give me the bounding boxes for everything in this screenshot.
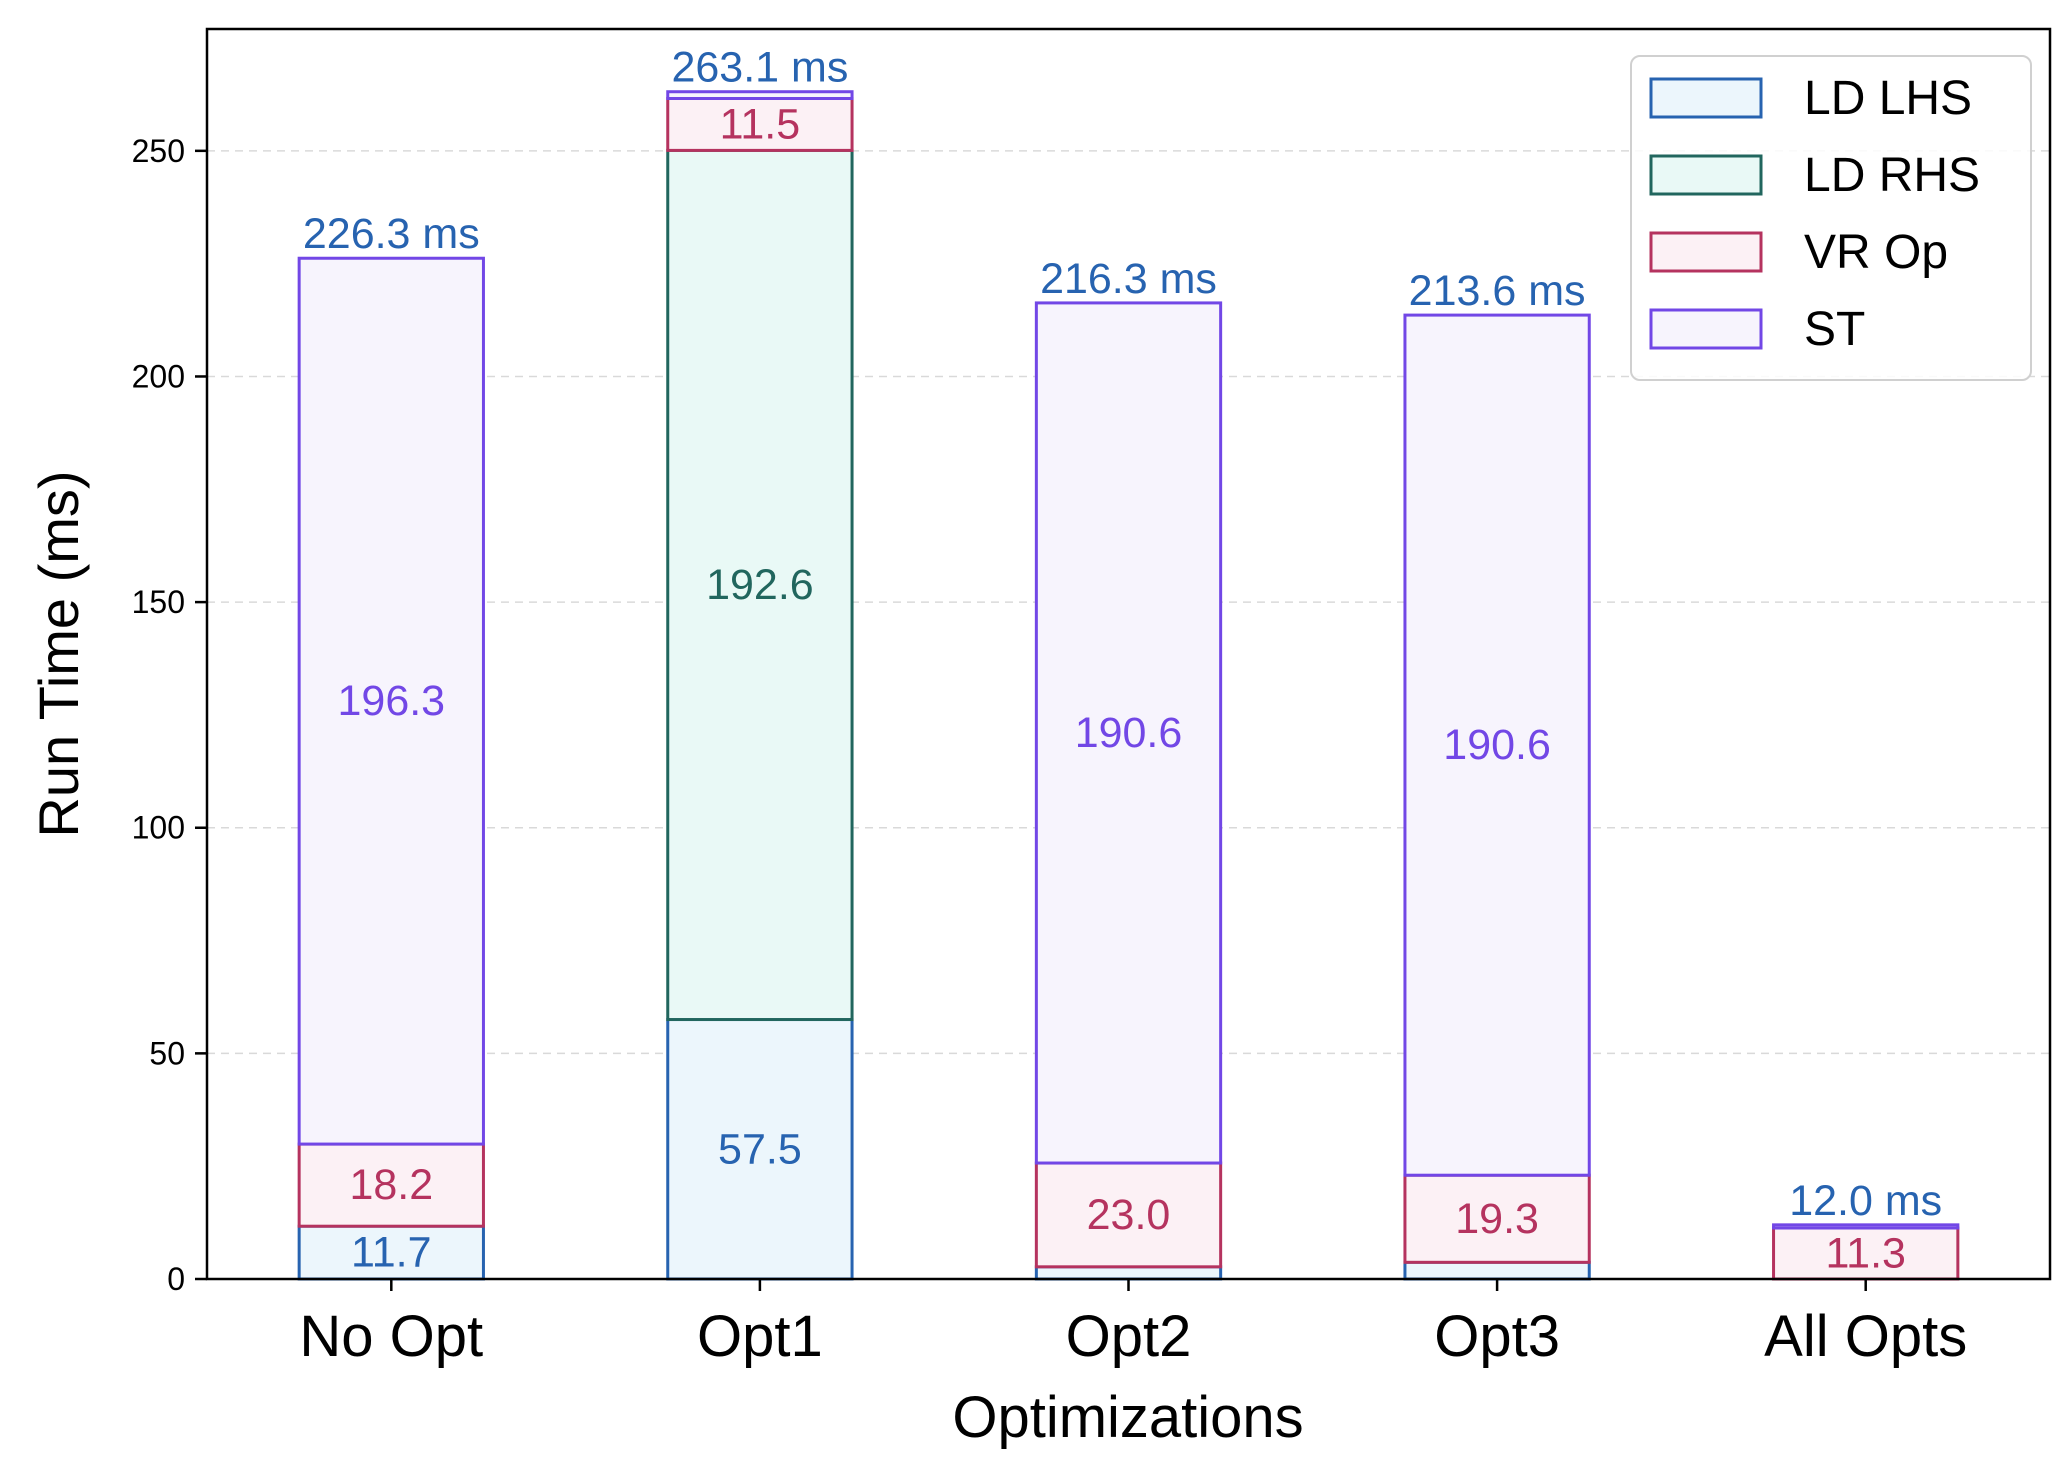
bars	[297, 90, 1960, 1281]
bar-ld-lhs-no-opt	[297, 1224, 485, 1281]
bar-st-no-opt	[297, 256, 485, 1146]
total-label-opt2: 216.3 ms	[1040, 255, 1217, 303]
segment-label-ld-lhs-opt1: 57.5	[718, 1125, 802, 1173]
segment-label-st-no-opt: 196.3	[337, 677, 445, 725]
bar-st-opt3	[1403, 313, 1591, 1177]
total-label-opt1: 263.1 ms	[671, 44, 848, 92]
legend-label-ld-rhs: LD RHS	[1804, 149, 1980, 202]
bar-ld-rhs-opt1	[666, 148, 854, 1022]
legend-swatch-ld-lhs	[1649, 77, 1763, 119]
bar-st-opt1	[666, 90, 854, 100]
legend-swatch-vr-op	[1649, 231, 1763, 273]
x-tick-label-opt3: Opt3	[1434, 1304, 1560, 1369]
total-label-all-opts: 12.0 ms	[1789, 1177, 1942, 1225]
legend-swatch-ld-rhs	[1649, 154, 1763, 196]
bar-st-all-opts	[1772, 1223, 1960, 1230]
y-axis-title: Run Time (ms)	[27, 470, 90, 837]
segment-label-vr-op-opt1: 11.5	[720, 100, 801, 148]
bar-ld-lhs-opt3	[1403, 1260, 1591, 1281]
bar-vr-op-opt2	[1034, 1161, 1223, 1269]
x-tick-label-opt2: Opt2	[1066, 1304, 1192, 1369]
bar-labels: 11.7 18.2 196.3 226.3 ms 57.5 192.6 11.5 263.1 …	[303, 44, 1942, 1278]
legend: LD LHS LD RHS VR Op ST	[1630, 55, 2032, 381]
segment-label-vr-op-opt3: 19.3	[1455, 1195, 1539, 1243]
total-label-opt3: 213.6 ms	[1409, 267, 1586, 315]
x-tick-label-all-opts: All Opts	[1764, 1304, 1967, 1369]
legend-swatch-st	[1649, 308, 1763, 350]
segment-label-vr-op-opt2: 23.0	[1087, 1191, 1171, 1239]
legend-label-ld-lhs: LD LHS	[1804, 72, 1972, 125]
y-tick-label: 50	[149, 1035, 185, 1071]
bar-ld-lhs-opt2	[1034, 1265, 1223, 1281]
x-axis: No Opt Opt1 Opt2 Opt3 All Opts	[299, 1279, 1967, 1369]
y-tick-label: 0	[167, 1261, 185, 1297]
y-axis: 0 50 100 150 200 250	[132, 133, 207, 1297]
legend-label-vr-op: VR Op	[1804, 226, 1948, 279]
bar-ld-lhs-opt1	[666, 1018, 854, 1281]
bar-vr-op-all-opts	[1772, 1226, 1960, 1281]
bar-vr-op-opt3	[1403, 1173, 1591, 1264]
y-tick-label: 200	[132, 358, 185, 394]
legend-box	[1630, 55, 2032, 381]
segment-label-st-opt3: 190.6	[1443, 721, 1551, 769]
x-tick-label-no-opt: No Opt	[299, 1304, 483, 1369]
segment-label-vr-op-no-opt: 18.2	[349, 1161, 433, 1209]
segment-label-st-opt2: 190.6	[1075, 709, 1183, 757]
y-tick-label: 100	[132, 810, 185, 846]
y-tick-label: 150	[132, 584, 185, 620]
bar-vr-op-no-opt	[297, 1142, 485, 1228]
legend-label-st: ST	[1804, 303, 1865, 356]
segment-label-vr-op-all-opts: 11.3	[1825, 1230, 1906, 1278]
x-tick-label-opt1: Opt1	[697, 1304, 823, 1369]
x-axis-title: Optimizations	[952, 1385, 1303, 1450]
segment-label-ld-lhs-no-opt: 11.7	[351, 1229, 432, 1277]
y-tick-label: 250	[132, 133, 185, 169]
total-label-no-opt: 226.3 ms	[303, 210, 480, 258]
bar-st-opt2	[1034, 301, 1223, 1165]
bar-vr-op-opt1	[666, 96, 854, 152]
segment-label-ld-rhs-opt1: 192.6	[706, 561, 814, 609]
